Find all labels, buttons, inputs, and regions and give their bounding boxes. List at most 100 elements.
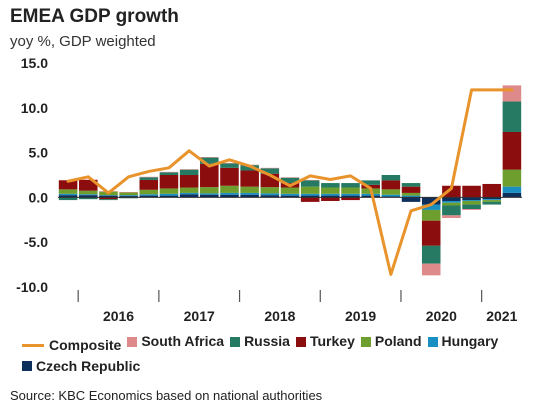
bar-segment	[220, 167, 239, 186]
bar-segment	[442, 185, 461, 198]
x-year-label: 2020	[426, 308, 457, 324]
legend-item: Poland	[360, 331, 422, 352]
bar-segment	[482, 201, 502, 205]
bar-segment	[200, 187, 219, 194]
bar-segment	[139, 194, 159, 196]
bar-segment	[401, 197, 421, 202]
bar-segment	[220, 163, 239, 168]
bar-segment	[260, 193, 280, 196]
legend-label: South Africa	[141, 333, 225, 349]
bar-segment	[139, 179, 159, 190]
bar-segment	[300, 193, 320, 196]
y-tick-label: -5.0	[24, 234, 48, 250]
bar-segment	[502, 169, 522, 187]
bar-segment	[99, 195, 118, 196]
bar-segment	[78, 190, 98, 195]
bar-segment	[240, 170, 259, 187]
bar-segment	[179, 175, 199, 188]
bar-segment	[78, 194, 98, 196]
bar-segment	[442, 215, 461, 219]
legend-label: Poland	[374, 333, 422, 349]
bar-segment	[99, 197, 118, 200]
bar-segment	[240, 165, 259, 171]
bar-segment	[159, 193, 179, 196]
bar-segment	[139, 176, 159, 178]
bar-segment	[99, 195, 118, 198]
legend-label: Czech Republic	[36, 357, 141, 374]
bar-segment	[119, 192, 138, 193]
bar-segment	[421, 209, 441, 221]
bar-segment	[78, 179, 98, 180]
bar-segment	[462, 209, 481, 210]
legend-swatch	[127, 336, 138, 347]
legend-swatch	[22, 343, 44, 347]
bar-segment	[321, 187, 340, 194]
bar-segment	[200, 193, 219, 195]
bar-segment	[401, 186, 421, 193]
bar-segment	[361, 184, 380, 189]
legend-swatch	[230, 336, 241, 347]
legend-label: Russia	[244, 333, 290, 349]
bar-segment	[321, 183, 340, 188]
bar-segment	[119, 192, 138, 196]
y-tick-label: 0.0	[29, 189, 49, 205]
bar-segment	[421, 245, 441, 264]
bar-segment	[280, 193, 300, 196]
bar-segment	[159, 188, 179, 194]
legend-swatch	[295, 336, 306, 347]
bar-segment	[300, 179, 320, 181]
legend-item: Turkey	[295, 331, 355, 352]
bar-segment	[58, 180, 78, 190]
bar-segment	[502, 192, 522, 198]
bar-segment	[502, 131, 522, 170]
bar-segment	[502, 101, 522, 132]
bar-segment	[240, 194, 259, 198]
bar-segment	[78, 197, 98, 200]
bar-segment	[159, 171, 179, 173]
bar-segment	[421, 197, 441, 205]
bar-segment	[220, 185, 239, 193]
bar-segment	[502, 85, 522, 102]
y-tick-label: 5.0	[29, 145, 49, 161]
bar-segment	[482, 183, 502, 198]
bar-segment	[179, 192, 199, 195]
x-year-label: 2018	[264, 308, 295, 324]
bar-segment	[442, 200, 461, 203]
bar-segment	[401, 192, 421, 196]
chart-title: EMEA GDP growth	[10, 6, 179, 27]
bar-segment	[200, 157, 219, 158]
y-tick-label: 10.0	[21, 100, 48, 116]
bar-segment	[200, 194, 219, 198]
x-year-label: 2016	[103, 308, 134, 324]
bar-segment	[381, 189, 401, 195]
bar-segment	[381, 180, 401, 190]
bar-segment	[280, 177, 300, 184]
bar-segment	[381, 194, 401, 197]
bar-segment	[260, 195, 280, 198]
bar-segment	[220, 194, 239, 198]
gdp-chart: 15.0 10.0 5.0 0.0 -5.0 -10.0 2016 2017 2018 2019 2…	[16, 55, 522, 324]
bar-segment	[280, 187, 300, 194]
bar-segment	[482, 199, 502, 201]
bar-segment	[139, 177, 159, 180]
bar-segment	[361, 195, 380, 198]
bar-segment	[280, 177, 300, 178]
bar-segment	[58, 195, 78, 198]
chart-legend: Composite South Africa Russia Turkey Poland H…	[22, 331, 532, 377]
bar-segment	[401, 183, 421, 187]
bar-segment	[300, 180, 320, 187]
bar-segment	[482, 200, 502, 202]
bar-segment	[159, 175, 179, 189]
bar-segment	[119, 195, 138, 197]
legend-item: Russia	[230, 331, 290, 352]
bar-segment	[200, 163, 219, 188]
bar-segment	[421, 263, 441, 276]
bar-segment	[179, 169, 199, 175]
bar-segment	[58, 193, 78, 196]
bar-segment	[58, 197, 78, 201]
bar-segment	[179, 187, 199, 193]
legend-item: Czech Republic	[22, 356, 140, 377]
bar-segment	[321, 193, 340, 196]
source-note: Source: KBC Economics based on national …	[10, 388, 323, 403]
bar-segment	[260, 167, 280, 169]
